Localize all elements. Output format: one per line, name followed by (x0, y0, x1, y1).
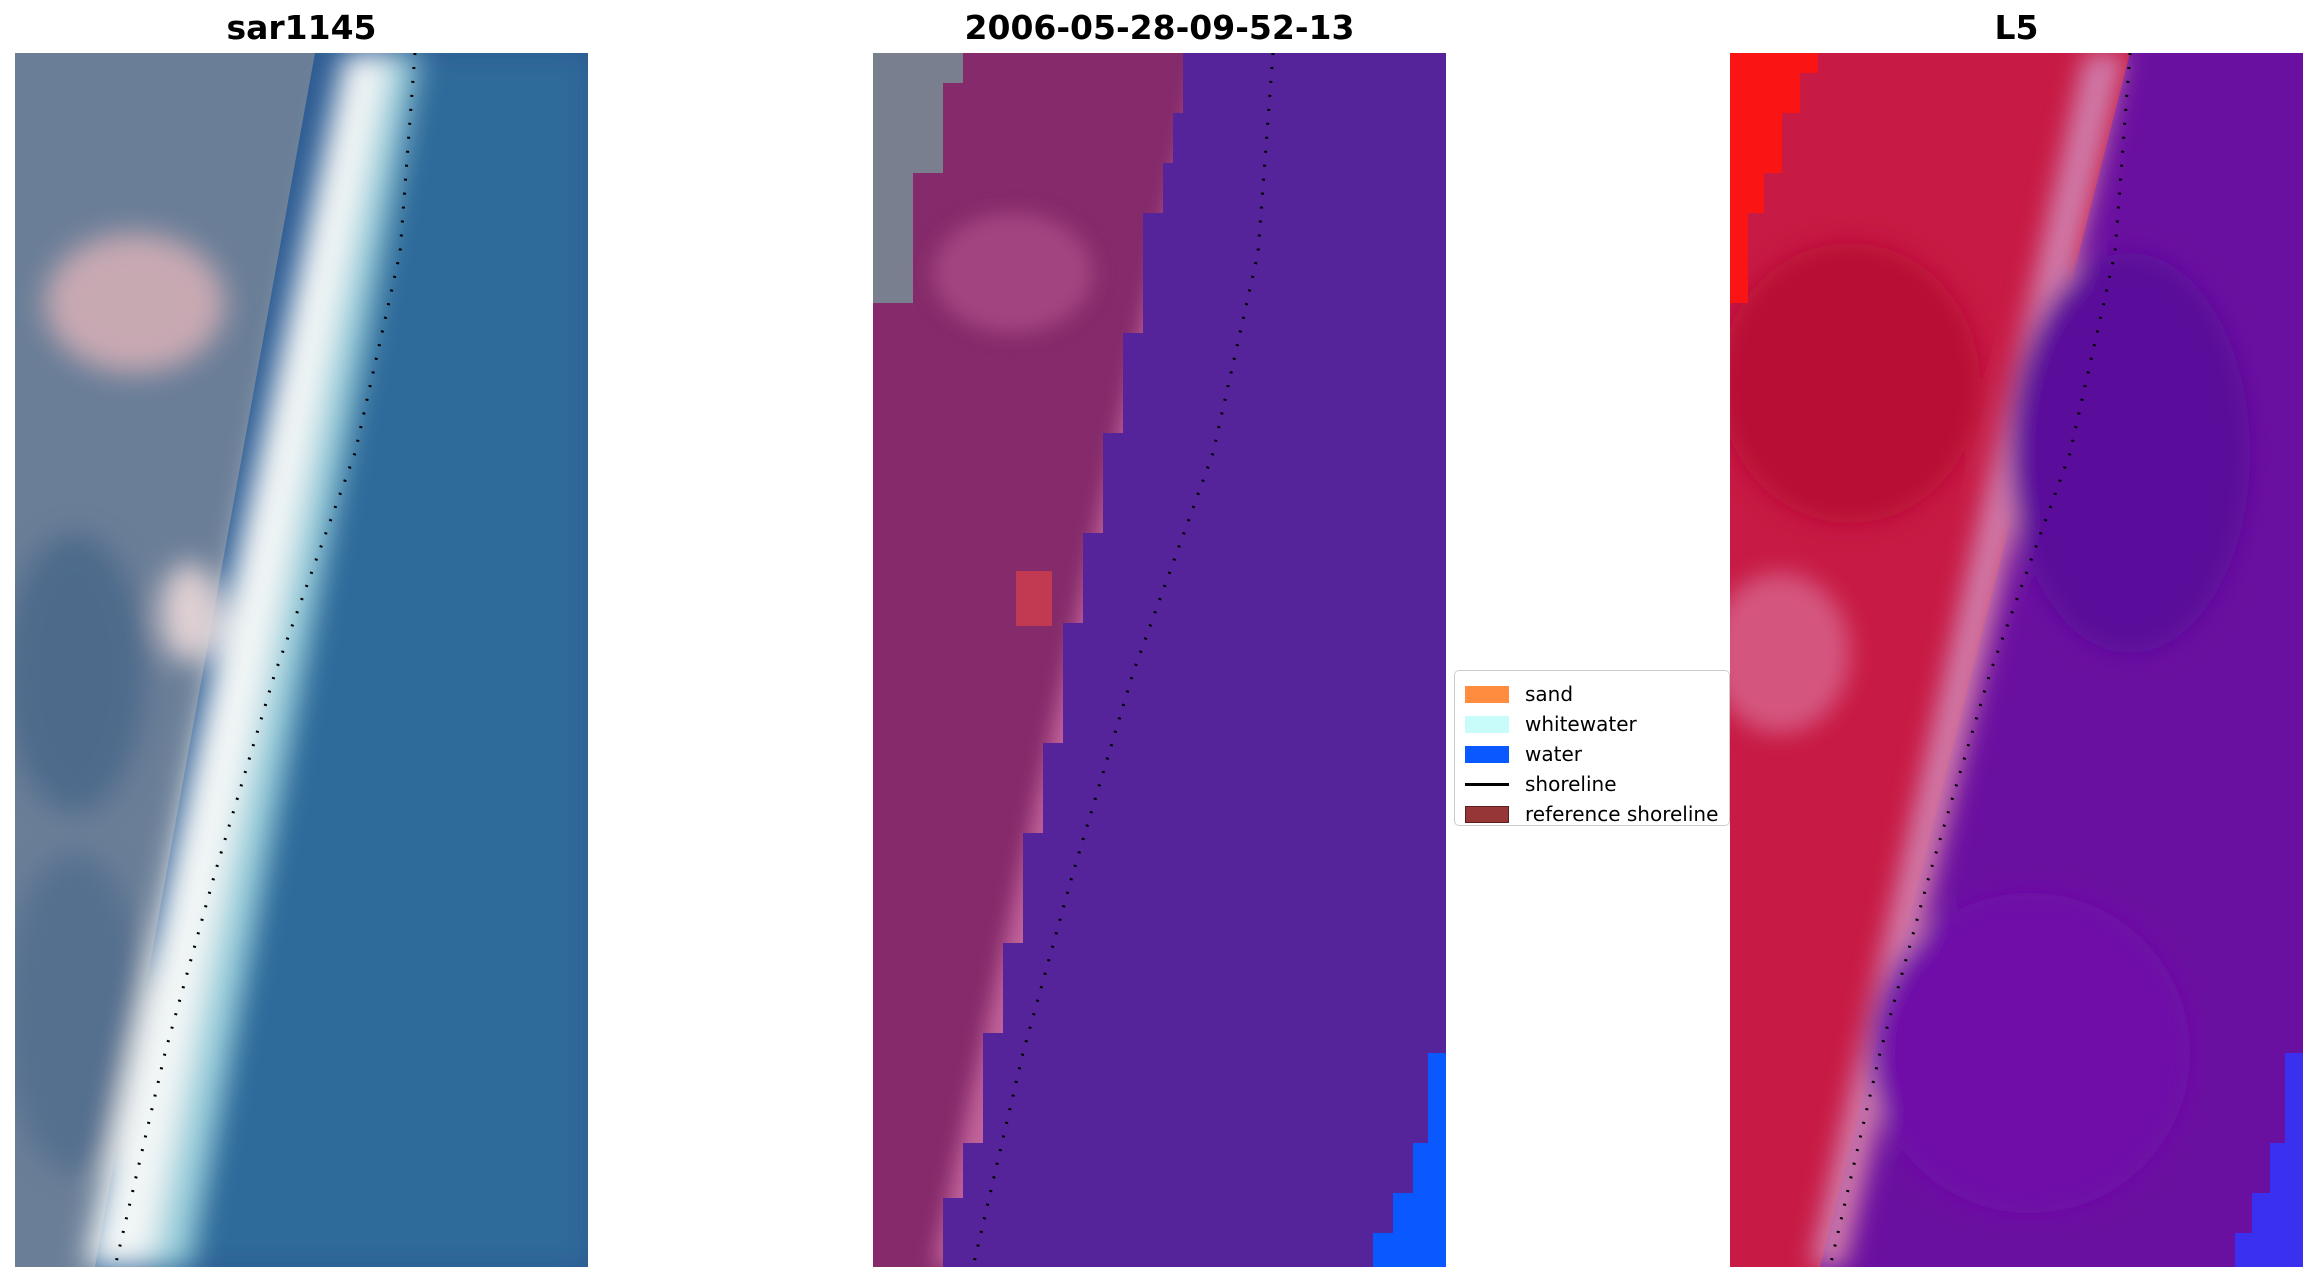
rgb-image (15, 53, 588, 1267)
legend-swatch-whitewater (1465, 715, 1509, 733)
index-image-panel (1730, 53, 2303, 1267)
legend-label: whitewater (1525, 712, 1637, 736)
legend-item-whitewater: whitewater (1465, 709, 1719, 739)
panel-title-index: L5 (1994, 8, 2039, 47)
index-image (1730, 53, 2303, 1267)
classified-image (873, 53, 1446, 1267)
rgb-image-panel (15, 53, 588, 1267)
legend-label: reference shoreline (1525, 802, 1719, 826)
legend-swatch-water (1465, 745, 1509, 763)
classified-image-panel (873, 53, 1446, 1267)
legend-swatch-reference-shoreline (1465, 805, 1509, 823)
legend-item-reference-shoreline: reference shoreline (1465, 799, 1719, 829)
legend-item-water: water (1465, 739, 1719, 769)
legend: sand whitewater water shoreline referenc… (1454, 670, 1730, 826)
legend-swatch-sand (1465, 685, 1509, 703)
legend-label: sand (1525, 682, 1574, 706)
legend-item-sand: sand (1465, 679, 1719, 709)
legend-label: shoreline (1525, 772, 1617, 796)
panel-title-classified: 2006-05-28-09-52-13 (964, 8, 1355, 47)
legend-label: water (1525, 742, 1582, 766)
legend-swatch-shoreline (1465, 782, 1509, 786)
legend-item-shoreline: shoreline (1465, 769, 1719, 799)
panel-title-rgb: sar1145 (226, 8, 377, 47)
